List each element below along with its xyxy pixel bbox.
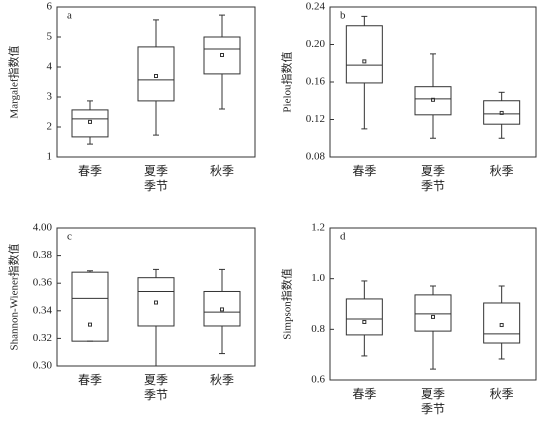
x-axis-label: 季节 [421,402,445,416]
x-tick-label: 夏季 [144,164,168,178]
y-tick-label: 0.12 [306,113,325,125]
box [483,100,521,125]
mean-marker [154,300,158,305]
y-tick-label: 0.32 [33,332,52,344]
y-axis-label: Margalef指数值 [7,45,21,118]
y-tick-label: 0.24 [306,1,326,13]
y-tick-label: 0.20 [306,38,326,50]
y-tick-label: 3 [47,91,53,103]
mean-marker [88,322,92,327]
panel-label: b [340,10,346,22]
mean-marker [154,74,158,78]
y-tick-label: 2 [47,121,53,133]
mean-marker [362,59,367,64]
x-tick-label: 秋季 [210,373,234,387]
y-tick-label: 1.0 [311,272,325,284]
box [414,294,452,332]
box [203,36,241,75]
y-axis-label: Shannon-Wiener指数值 [7,243,21,350]
y-tick-label: 0.6 [311,374,325,386]
mean-marker [362,319,367,324]
y-tick-label: 1 [47,151,53,163]
box [71,271,109,342]
y-tick-label: 0.30 [33,360,53,372]
x-tick-label: 春季 [352,387,376,401]
y-axis-label: Simpson指数值 [280,268,294,340]
x-axis-label: 季节 [421,179,445,193]
x-tick-label: 春季 [352,164,376,178]
y-tick-label: 6 [47,1,53,13]
box [71,109,109,138]
mean-marker [220,307,224,312]
mean-marker [499,110,504,115]
x-tick-label: 秋季 [210,164,234,178]
y-tick-label: 0.8 [311,323,325,335]
y-tick-label: 4.00 [33,222,53,234]
mean-marker [88,119,92,124]
y-tick-label: 0.16 [306,76,326,88]
y-tick-label: 0.38 [33,249,53,261]
mean-marker [431,314,435,319]
x-tick-label: 秋季 [490,387,514,401]
box [345,298,383,336]
box [483,302,521,344]
mean-marker [220,53,224,57]
y-tick-label: 0.08 [306,151,326,163]
y-tick-label: 0.36 [33,277,53,289]
box [137,46,175,102]
y-tick-label: 5 [47,31,53,43]
x-axis-label: 季节 [144,388,168,402]
x-tick-label: 夏季 [144,373,168,387]
y-axis-label: Pielou指数值 [280,51,294,112]
panel-label: a [67,10,72,22]
mean-marker [431,97,435,102]
box [414,86,452,116]
x-tick-label: 秋季 [490,164,514,178]
box [345,25,383,84]
x-tick-label: 春季 [78,373,102,387]
mean-marker [499,323,504,328]
y-tick-label: 0.34 [33,304,53,316]
y-tick-label: 1.2 [311,222,325,234]
x-tick-label: 夏季 [421,387,445,401]
x-tick-label: 春季 [78,164,102,178]
box [137,277,175,327]
panel-label: c [67,231,72,243]
x-tick-label: 夏季 [421,164,445,178]
x-axis-label: 季节 [144,179,168,193]
y-tick-label: 4 [47,61,53,73]
panel-label: d [340,231,346,243]
plot-frame [329,227,537,381]
box [203,290,241,327]
plot-frame [56,6,256,158]
